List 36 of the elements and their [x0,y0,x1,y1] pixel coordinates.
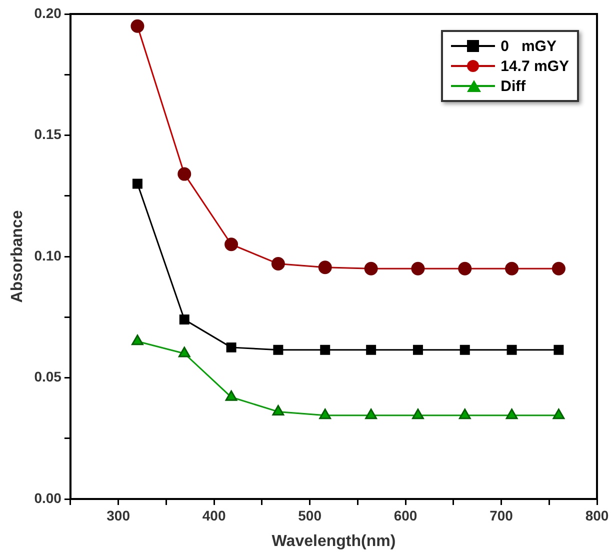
legend-label: 14.7 mGY [500,58,569,74]
point [225,390,238,401]
point [319,408,332,420]
point [226,342,236,352]
x-tick-label: 700 [490,507,514,524]
y-tick-label: 0.00 [34,490,62,506]
point [132,334,144,346]
y-axis-title: Absorbance [9,210,26,303]
point [273,344,284,355]
x-tick-label: 800 [585,507,609,524]
point [179,314,190,325]
point [460,344,470,355]
x-tick-label: 600 [394,507,418,524]
point [365,408,378,420]
x-tick-label: 500 [298,507,322,524]
x-tick-label: 300 [106,507,130,524]
x-axis-title: Wavelength(nm) [272,532,396,550]
y-tick-label: 0.05 [34,368,62,385]
y-tick-label: 0.10 [34,247,62,264]
point [506,408,518,420]
point [552,408,565,420]
point [554,344,564,355]
point [458,408,471,420]
point [132,178,142,189]
legend-label: Diff [500,78,526,94]
point [506,344,517,355]
x-tick-label: 400 [202,507,226,524]
point [412,408,424,420]
point [178,346,190,358]
y-tick-label: 0.15 [34,126,62,142]
point [272,404,284,416]
point [320,344,330,355]
point [412,344,423,355]
legend-label: 0 mGY [500,38,556,54]
point [366,344,376,355]
y-tick-label: 0.20 [34,4,62,21]
